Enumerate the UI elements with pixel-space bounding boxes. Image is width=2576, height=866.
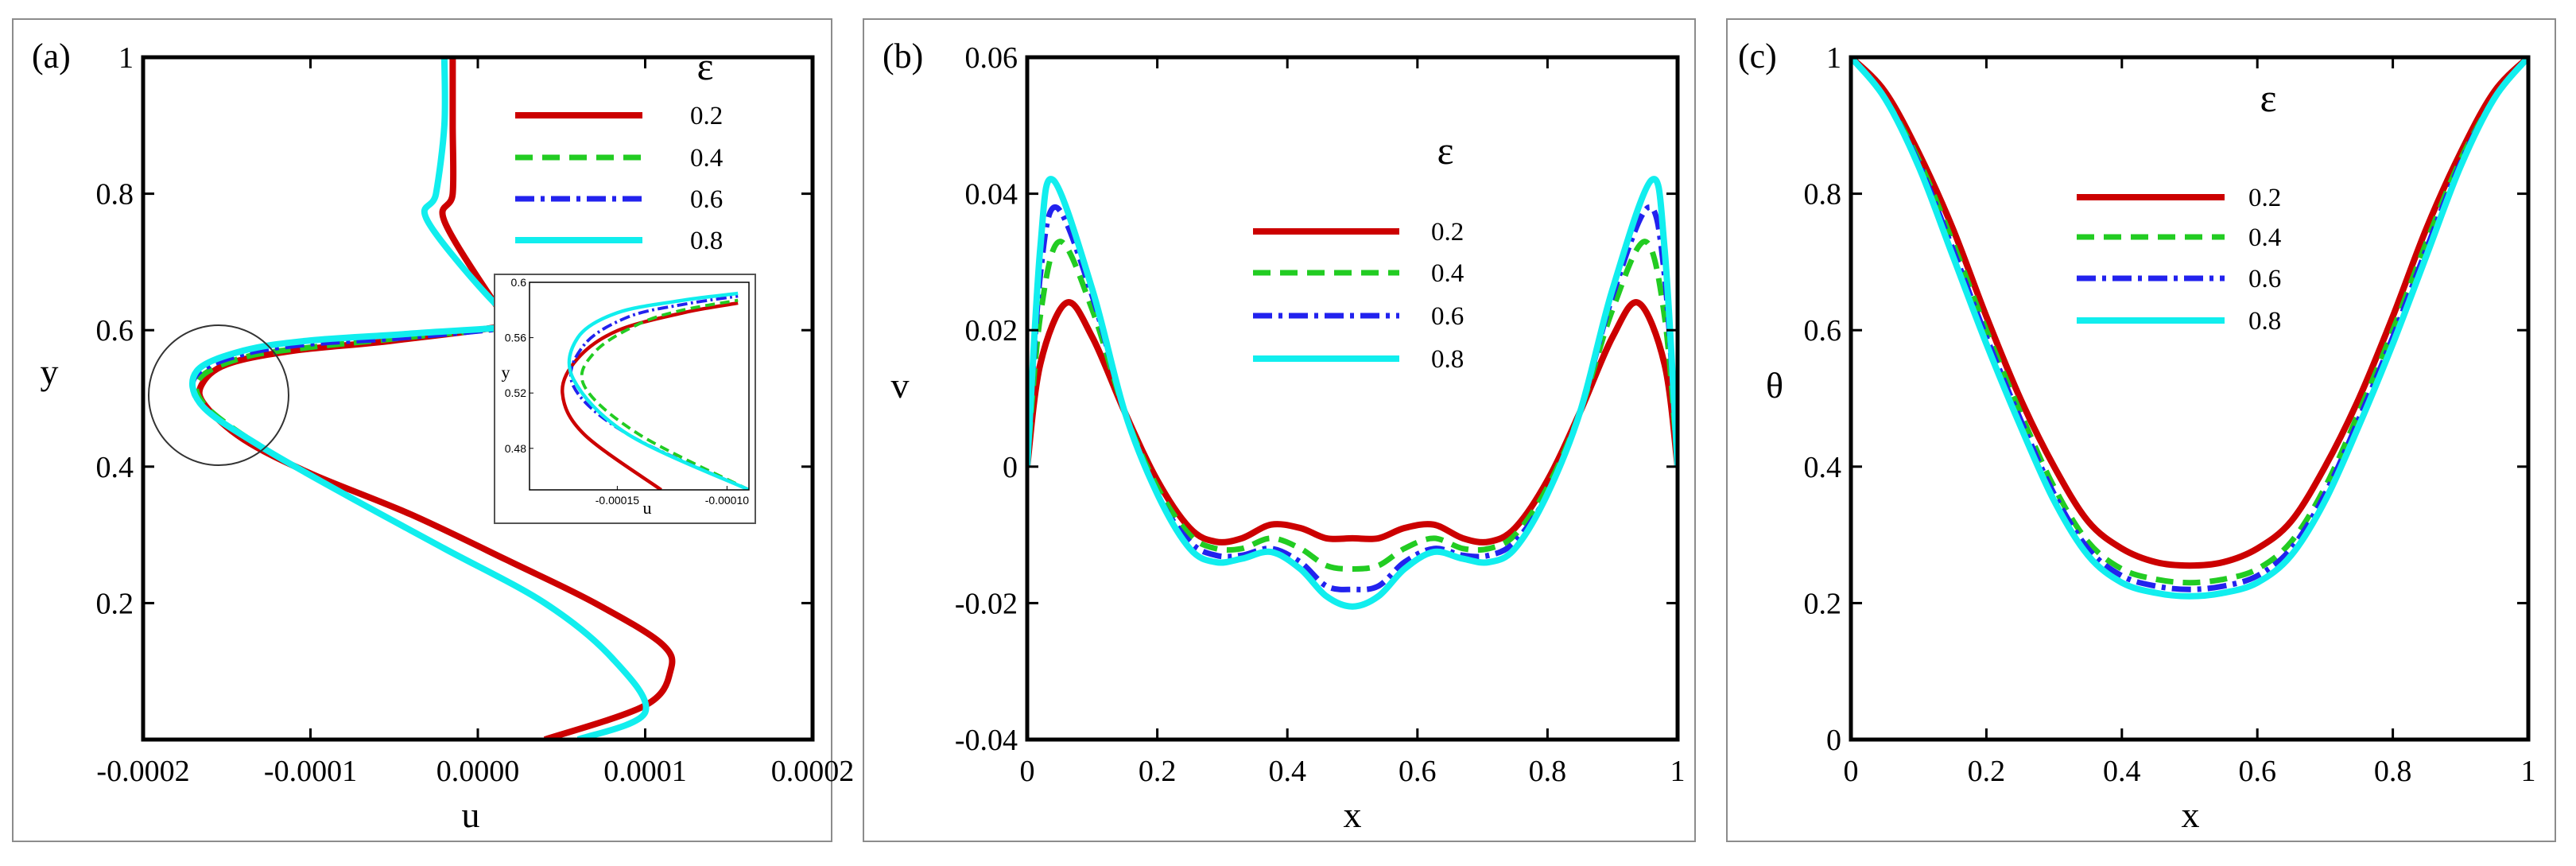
panel-b-legend-label-0.2: 0.2 bbox=[1431, 218, 1464, 247]
panel-a-inset-ytick-label: 0.6 bbox=[511, 276, 527, 289]
panel-a-xtick-label: 0.0000 bbox=[436, 755, 520, 788]
panel-c-xtick-label: 0.4 bbox=[2103, 755, 2141, 788]
panel-c-legend-label-0.6: 0.6 bbox=[2248, 265, 2281, 293]
panel-c-frame bbox=[1726, 18, 2556, 842]
panel-b-legend-label-0.6: 0.6 bbox=[1431, 302, 1464, 331]
panel-a-inset-ytick-label: 0.48 bbox=[505, 442, 526, 455]
panel-b-legend: ε 0.2 0.4 0.6 0.8 bbox=[1253, 128, 1464, 374]
panel-a-legend: ε 0.2 0.4 0.6 0.8 bbox=[515, 44, 723, 255]
panel-a-inset-ytick-label: 0.56 bbox=[505, 332, 526, 344]
panel-a-ytick-label: 0.2 bbox=[96, 587, 134, 620]
panel-b-axes-box bbox=[1025, 55, 1680, 742]
panel-c-ytick-label: 0.4 bbox=[1804, 451, 1842, 484]
panel-b-series-group bbox=[1027, 176, 1678, 610]
panel-b-frame bbox=[863, 18, 1696, 842]
panel-a-xlabel: u bbox=[462, 794, 480, 835]
panel-a-ytick-label: 0.8 bbox=[96, 178, 134, 212]
panel-a-series-group bbox=[188, 57, 676, 740]
panel-b-xtick-label: 1 bbox=[1670, 755, 1686, 788]
panel-a-inset-series-0.6 bbox=[568, 294, 749, 490]
panel-a-inset-axes bbox=[529, 282, 750, 491]
panel-c-legend-label-0.4: 0.4 bbox=[2248, 223, 2281, 252]
panel-c-series-0.8 bbox=[1851, 57, 2528, 600]
panel-a-inset-series-0.8 bbox=[567, 291, 749, 490]
panel-a-label: (a) bbox=[32, 37, 71, 76]
panel-a-legend-title: ε bbox=[697, 44, 714, 88]
panel-a-xtick-label: -0.0001 bbox=[264, 755, 357, 788]
panel-a-inset-xtick-label: -0.00015 bbox=[596, 494, 639, 507]
panel-c-xtick-label: 0.2 bbox=[1968, 755, 2006, 788]
panel-a-inset-ytick-label: 0.52 bbox=[505, 386, 526, 399]
panel-a-inset-xtick-label: -0.00010 bbox=[705, 494, 749, 507]
panel-c-xtick-label: 0 bbox=[1844, 755, 1859, 788]
panel-b-xtick-label: 0.6 bbox=[1399, 755, 1437, 788]
panel-c-legend-label-0.2: 0.2 bbox=[2248, 184, 2281, 212]
panel-b-ytick-label: 0.02 bbox=[965, 314, 1018, 348]
panel-b-ytick-label: 0.06 bbox=[965, 41, 1018, 75]
panel-a-inset-series-group bbox=[561, 291, 749, 490]
panel-b-xtick-label: 0 bbox=[1020, 755, 1035, 788]
panel-c-xtick-label: 1 bbox=[2521, 755, 2536, 788]
panel-c-series-0.2 bbox=[1851, 57, 2528, 569]
panel-c-xlabel: x bbox=[2182, 794, 2200, 835]
panel-b-legend-label-0.8: 0.8 bbox=[1431, 345, 1464, 374]
panel-c-ytick-label: 0.6 bbox=[1804, 314, 1842, 348]
panel-a-frame bbox=[12, 18, 832, 842]
panel-b-xtick-label: 0.2 bbox=[1139, 755, 1177, 788]
panel-a: -0.0002 -0.0001 0.0000 0.0001 0.0002 0.2 0.4 0.… bbox=[12, 18, 855, 842]
panel-a-inset-ylabel: y bbox=[502, 363, 510, 383]
panel-c-series-group bbox=[1851, 57, 2528, 600]
panel-b-ytick-label: -0.02 bbox=[955, 587, 1018, 620]
panel-c-ylabel: θ bbox=[1766, 365, 1783, 406]
panel-b-series-0.8 bbox=[1027, 176, 1678, 610]
panel-c-ytick-label: 1 bbox=[1826, 41, 1841, 75]
panel-b-ytick-label: 0.04 bbox=[965, 178, 1018, 212]
panel-a-ytick-label: 0.6 bbox=[96, 314, 134, 348]
panel-c-axes-box bbox=[1849, 55, 2531, 742]
panel-c: 0 0.2 0.4 0.6 0.8 1 0 0.2 0.4 0.6 0.8 1 (c) x θ ε 0.2 0.4… bbox=[1726, 18, 2556, 842]
panel-c-legend: ε 0.2 0.4 0.6 0.8 bbox=[2077, 76, 2281, 336]
panel-b-xtick-label: 0.8 bbox=[1529, 755, 1567, 788]
panel-b-legend-title: ε bbox=[1437, 128, 1454, 173]
panel-c-ytick-label: 0.8 bbox=[1804, 178, 1842, 212]
panel-a-inset-frame bbox=[494, 274, 756, 524]
panel-c-legend-label-0.8: 0.8 bbox=[2248, 307, 2281, 336]
panel-a-xtick-label: 0.0002 bbox=[771, 755, 855, 788]
panel-a-inset-series-0.4 bbox=[580, 298, 749, 490]
panel-b-label: (b) bbox=[883, 37, 923, 76]
panel-c-xtick-label: 0.8 bbox=[2374, 755, 2412, 788]
panel-a-xtick-label: 0.0001 bbox=[603, 755, 687, 788]
panel-c-legend-title: ε bbox=[2260, 76, 2277, 120]
panel-a-legend-label-0.4: 0.4 bbox=[690, 144, 723, 173]
panel-a-zoom-circle bbox=[148, 324, 289, 466]
panel-b-xlabel: x bbox=[1344, 794, 1362, 835]
panel-b-legend-label-0.4: 0.4 bbox=[1431, 259, 1464, 288]
panel-a-legend-label-0.8: 0.8 bbox=[690, 227, 723, 255]
panel-a-series-0.8 bbox=[188, 57, 650, 740]
panel-c-ytick-label: 0.2 bbox=[1804, 587, 1842, 620]
panel-a-ylabel: y bbox=[41, 351, 59, 392]
panel-a-inset-xlabel: u bbox=[643, 498, 652, 518]
panel-a-ytick-label: 1 bbox=[118, 41, 134, 75]
panel-b-ytick-label: 0 bbox=[1003, 451, 1018, 484]
panel-b-series-0.2 bbox=[1027, 299, 1678, 546]
panel-b-ylabel: v bbox=[891, 365, 910, 406]
panel-c-xtick-label: 0.6 bbox=[2238, 755, 2276, 788]
panel-a-legend-label-0.2: 0.2 bbox=[690, 102, 723, 130]
panel-b: 0 0.2 0.4 0.6 0.8 1 -0.04 -0.02 0 0.02 0.04 0.06 (b)… bbox=[863, 18, 1696, 842]
panel-b-ytick-label: -0.04 bbox=[955, 724, 1018, 757]
panel-a-xtick-label: -0.0002 bbox=[96, 755, 189, 788]
panel-a-ytick-label: 0.4 bbox=[96, 451, 134, 484]
panel-b-series-0.6 bbox=[1027, 204, 1678, 592]
panel-a-inset-series-0.2 bbox=[561, 301, 739, 490]
panel-c-label: (c) bbox=[1738, 37, 1777, 76]
panel-b-xtick-label: 0.4 bbox=[1268, 755, 1306, 788]
panel-c-ytick-label: 0 bbox=[1826, 724, 1841, 757]
panel-a-legend-label-0.6: 0.6 bbox=[690, 185, 723, 214]
